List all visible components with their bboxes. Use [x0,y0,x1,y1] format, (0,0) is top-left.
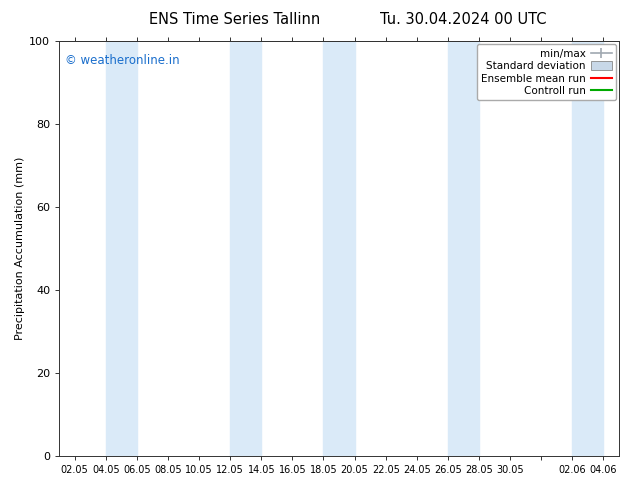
Bar [573,41,604,456]
Text: ENS Time Series Tallinn: ENS Time Series Tallinn [149,12,320,27]
Bar [323,41,354,456]
Bar [106,41,137,456]
Bar [448,41,479,456]
Text: © weatheronline.in: © weatheronline.in [65,54,179,67]
Text: Tu. 30.04.2024 00 UTC: Tu. 30.04.2024 00 UTC [380,12,546,27]
Y-axis label: Precipitation Accumulation (mm): Precipitation Accumulation (mm) [15,157,25,340]
Legend: min/max, Standard deviation, Ensemble mean run, Controll run: min/max, Standard deviation, Ensemble me… [477,44,616,100]
Bar [230,41,261,456]
